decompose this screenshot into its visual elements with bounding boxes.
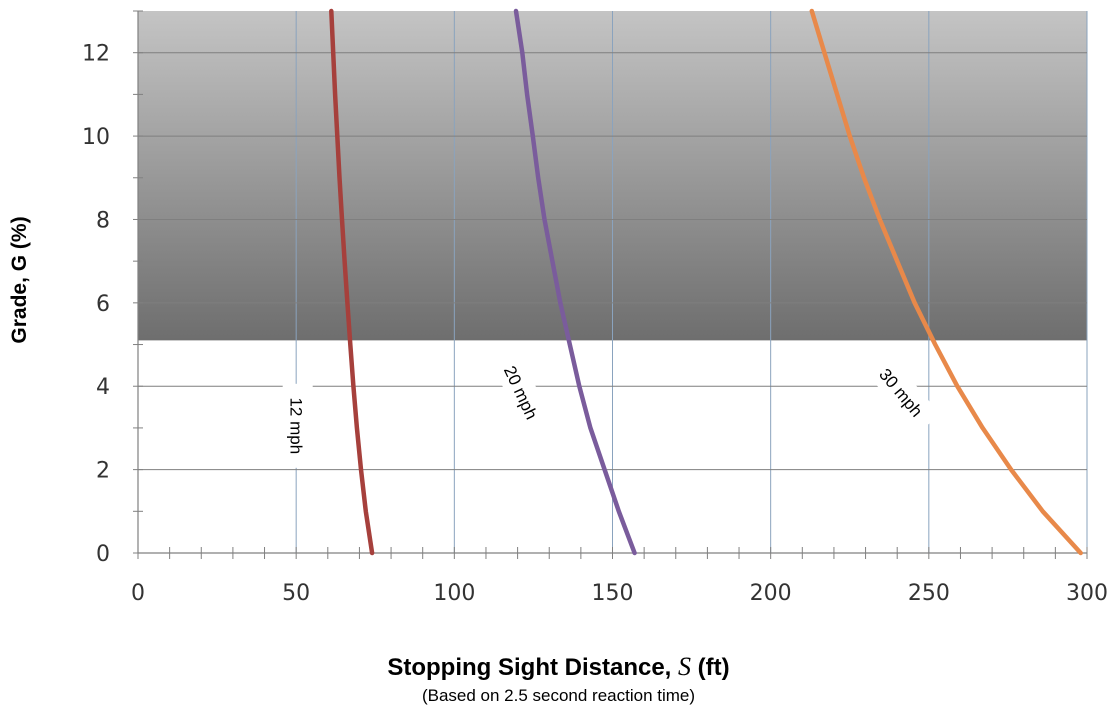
x-tick-label: 0 xyxy=(131,581,145,606)
y-tick-label: 6 xyxy=(96,292,110,317)
curve-label-bg xyxy=(863,350,941,434)
axes: 0 50 100 150 200 250 300 0 2 4 6 8 10 12 xyxy=(82,10,1108,606)
series-line xyxy=(513,8,637,556)
curve-label: 12 mph xyxy=(287,397,306,454)
y-tick-label: 8 xyxy=(96,208,110,233)
x-axis-variable: S xyxy=(678,652,692,681)
x-tick-label: 200 xyxy=(750,581,792,606)
y-axis-title: Grade, G (%) xyxy=(8,216,31,344)
x-tick-label: 150 xyxy=(592,581,634,606)
curve-label-group: 20 mph xyxy=(490,347,554,437)
series-group xyxy=(329,8,1083,556)
x-tick-label: 100 xyxy=(433,581,475,606)
series-line xyxy=(329,8,375,556)
curve-label-group: 12 mph xyxy=(282,383,313,468)
y-tick-label: 10 xyxy=(82,125,110,150)
x-axis-title: Stopping Sight Distance, S (ft) xyxy=(0,652,1117,682)
x-tick-label: 250 xyxy=(908,581,950,606)
x-axis-title-suffix: (ft) xyxy=(691,654,730,681)
y-tick-label: 0 xyxy=(96,542,110,567)
x-axis-title-prefix: Stopping Sight Distance, xyxy=(387,654,679,681)
y-tick-label: 4 xyxy=(96,375,110,400)
x-tick-label: 50 xyxy=(282,581,310,606)
x-axis-subtitle: (Based on 2.5 second reaction time) xyxy=(421,686,696,705)
y-tick-label: 2 xyxy=(96,459,110,484)
x-tick-label: 300 xyxy=(1066,581,1108,606)
y-tick-label: 12 xyxy=(82,42,110,67)
curve-label-bg xyxy=(490,347,554,437)
series-line xyxy=(809,8,1083,556)
curve-label-bg xyxy=(282,383,313,468)
